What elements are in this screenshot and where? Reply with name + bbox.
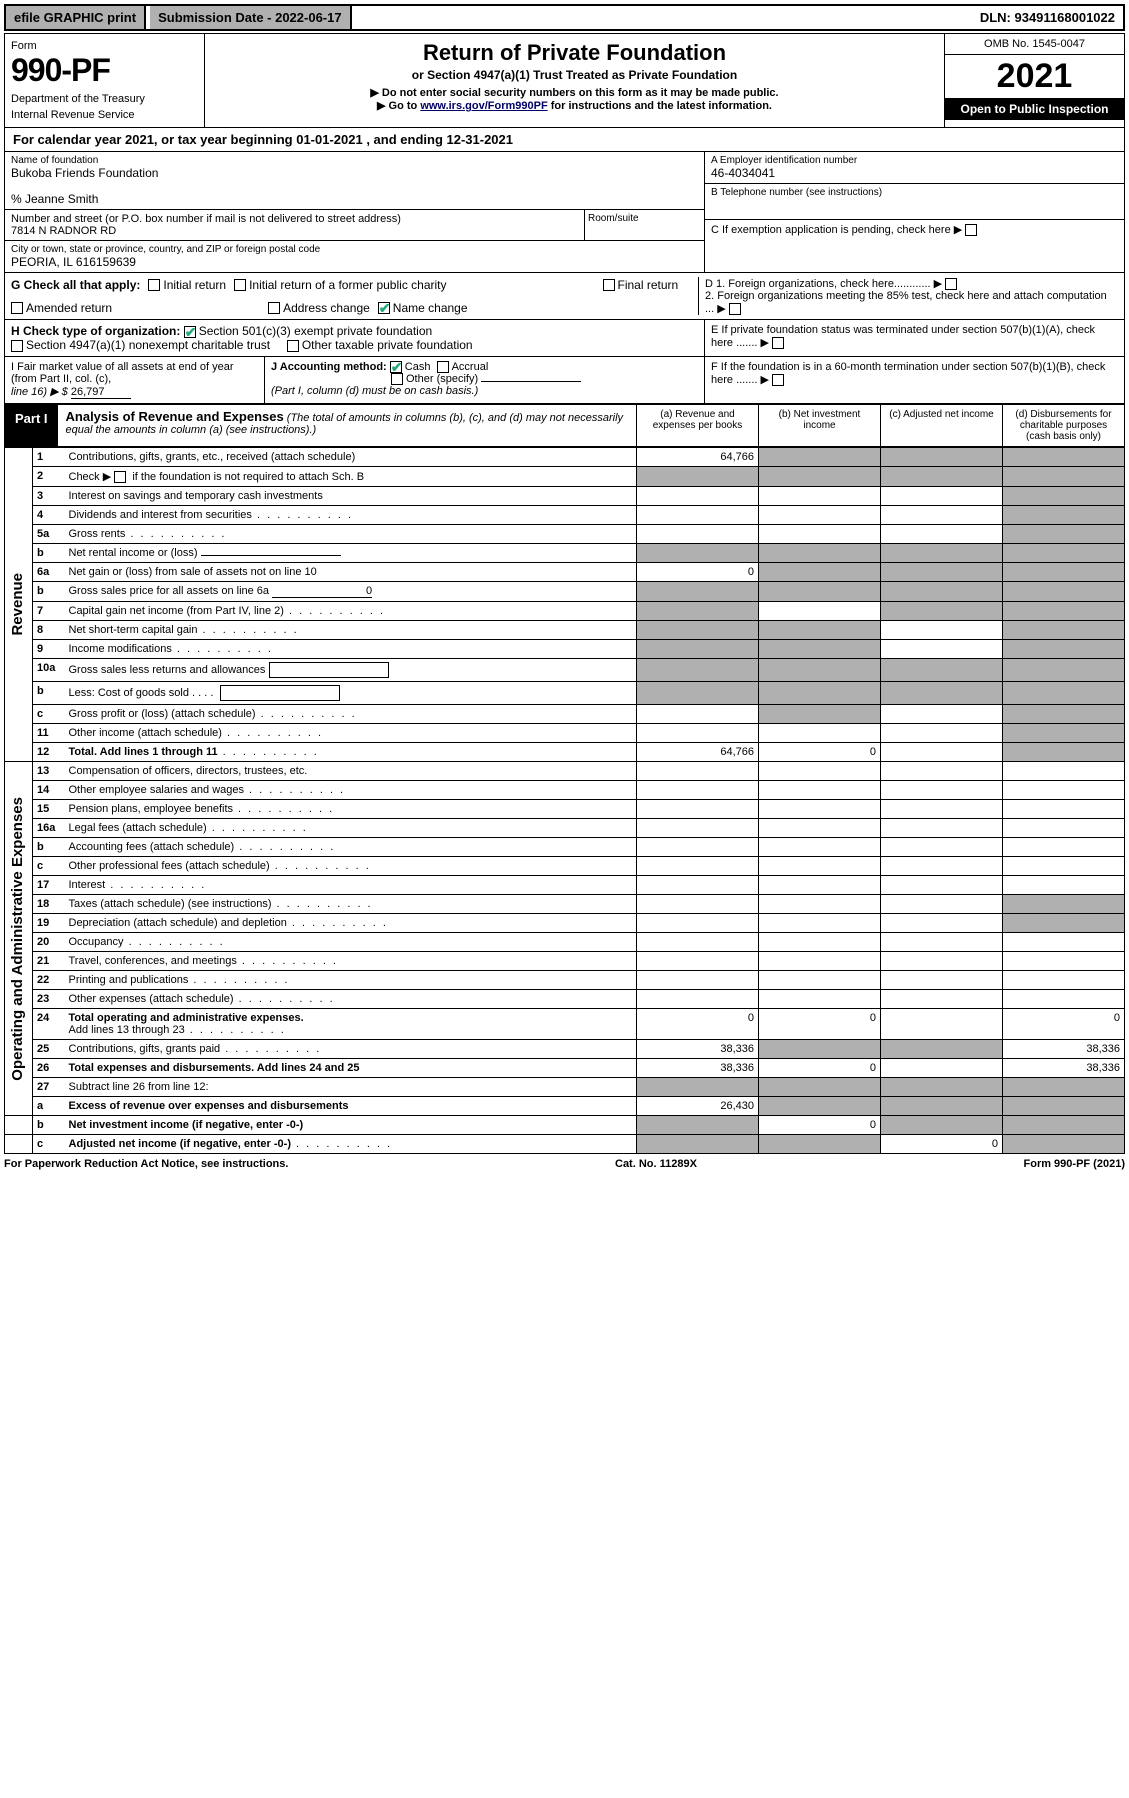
r6b-val: 0 — [272, 585, 372, 598]
accrual-cb[interactable] — [437, 361, 449, 373]
c-checkbox[interactable] — [965, 224, 977, 236]
addr-change-cb[interactable] — [268, 302, 280, 314]
name-change-cb[interactable] — [378, 302, 390, 314]
d1-label: D 1. Foreign organizations, check here..… — [705, 278, 942, 290]
part1-table: Revenue 1 Contributions, gifts, grants, … — [4, 447, 1125, 1154]
h-label: H Check type of organization: — [11, 324, 180, 338]
cat-no: Cat. No. 11289X — [615, 1158, 697, 1170]
care-of: % Jeanne Smith — [11, 192, 698, 206]
r25-d: 38,336 — [1003, 1040, 1125, 1059]
other-method-cb[interactable] — [391, 373, 403, 385]
ein-label: A Employer identification number — [711, 155, 1118, 166]
d1-cb[interactable] — [945, 278, 957, 290]
street-address: 7814 N RADNOR RD — [11, 225, 578, 237]
s501-cb[interactable] — [184, 326, 196, 338]
j-label: J Accounting method: — [271, 361, 387, 373]
form-ref: Form 990-PF (2021) — [1024, 1158, 1125, 1170]
final-return-cb[interactable] — [603, 279, 615, 291]
col-a-head: (a) Revenue and expenses per books — [636, 405, 758, 446]
page-footer: For Paperwork Reduction Act Notice, see … — [4, 1154, 1125, 1174]
r24-b: 0 — [759, 1009, 881, 1040]
r26-a: 38,336 — [637, 1059, 759, 1078]
form-number: 990-PF — [11, 52, 198, 89]
tel-label: B Telephone number (see instructions) — [711, 187, 1118, 198]
irs-link[interactable]: www.irs.gov/Form990PF — [420, 100, 547, 112]
form-title: Return of Private Foundation — [211, 40, 938, 66]
dln: DLN: 93491168001022 — [972, 6, 1123, 29]
r25-a: 38,336 — [637, 1040, 759, 1059]
form-label: Form — [11, 40, 198, 52]
goto-note: ▶ Go to www.irs.gov/Form990PF for instru… — [211, 99, 938, 112]
ein: 46-4034041 — [711, 166, 1118, 180]
part1-title: Analysis of Revenue and Expenses — [66, 409, 284, 424]
sch-b-cb[interactable] — [114, 471, 126, 483]
r6a-a: 0 — [637, 563, 759, 582]
form-header: Form 990-PF Department of the Treasury I… — [4, 33, 1125, 128]
col-d-head: (d) Disbursements for charitable purpose… — [1002, 405, 1124, 446]
c-exemption-label: C If exemption application is pending, c… — [711, 224, 962, 236]
open-inspection: Open to Public Inspection — [945, 98, 1124, 120]
j-note: (Part I, column (d) must be on cash basi… — [271, 385, 478, 397]
initial-return-cb[interactable] — [148, 279, 160, 291]
part1-label: Part I — [5, 405, 58, 446]
f-label: F If the foundation is in a 60-month ter… — [711, 361, 1105, 386]
d2-cb[interactable] — [729, 303, 741, 315]
r27b-b: 0 — [759, 1116, 881, 1135]
city-state-zip: PEORIA, IL 616159639 — [11, 255, 698, 269]
g-label: G Check all that apply: — [11, 278, 140, 292]
addr-label: Number and street (or P.O. box number if… — [11, 213, 578, 225]
r24-d: 0 — [1003, 1009, 1125, 1040]
form-subtitle: or Section 4947(a)(1) Trust Treated as P… — [211, 68, 938, 82]
top-bar: efile GRAPHIC print Submission Date - 20… — [4, 4, 1125, 31]
expenses-side-label: Operating and Administrative Expenses — [9, 797, 26, 1081]
r27c-c: 0 — [881, 1135, 1003, 1154]
revenue-side-label: Revenue — [9, 573, 26, 636]
e-label: E If private foundation status was termi… — [711, 324, 1095, 349]
col-c-head: (c) Adjusted net income — [880, 405, 1002, 446]
submission-date: Submission Date - 2022-06-17 — [150, 6, 352, 29]
calendar-year-line: For calendar year 2021, or tax year begi… — [4, 128, 1125, 152]
paperwork-notice: For Paperwork Reduction Act Notice, see … — [4, 1158, 288, 1170]
other-taxable-cb[interactable] — [287, 340, 299, 352]
i-fmv-value: 26,797 — [71, 386, 131, 399]
h-e-row: H Check type of organization: Section 50… — [4, 320, 1125, 357]
i-label: I Fair market value of all assets at end… — [11, 361, 234, 385]
i-j-f-row: I Fair market value of all assets at end… — [4, 357, 1125, 404]
r12-a: 64,766 — [637, 743, 759, 762]
r1-a: 64,766 — [637, 448, 759, 467]
initial-former-cb[interactable] — [234, 279, 246, 291]
cash-cb[interactable] — [390, 361, 402, 373]
omb-number: OMB No. 1545-0047 — [945, 34, 1124, 55]
tax-year: 2021 — [945, 55, 1124, 98]
info-block: Name of foundation Bukoba Friends Founda… — [4, 152, 1125, 273]
foundation-name: Bukoba Friends Foundation — [11, 166, 698, 180]
name-label: Name of foundation — [11, 155, 698, 166]
e-cb[interactable] — [772, 337, 784, 349]
r26-b: 0 — [759, 1059, 881, 1078]
dept-treasury: Department of the Treasury — [11, 93, 198, 105]
city-label: City or town, state or province, country… — [11, 244, 698, 255]
r26-d: 38,336 — [1003, 1059, 1125, 1078]
amended-return-cb[interactable] — [11, 302, 23, 314]
part1-header: Part I Analysis of Revenue and Expenses … — [4, 404, 1125, 447]
s4947-cb[interactable] — [11, 340, 23, 352]
room-suite-label: Room/suite — [584, 210, 704, 240]
g-d-row: G Check all that apply: Initial return I… — [4, 273, 1125, 320]
ssn-note: ▶ Do not enter social security numbers o… — [211, 86, 938, 99]
d2-label: 2. Foreign organizations meeting the 85%… — [705, 290, 1107, 315]
r12-b: 0 — [759, 743, 881, 762]
efile-label[interactable]: efile GRAPHIC print — [6, 6, 146, 29]
r27a-a: 26,430 — [637, 1097, 759, 1116]
irs-label: Internal Revenue Service — [11, 109, 198, 121]
r24-a: 0 — [637, 1009, 759, 1040]
f-cb[interactable] — [772, 374, 784, 386]
col-b-head: (b) Net investment income — [758, 405, 880, 446]
